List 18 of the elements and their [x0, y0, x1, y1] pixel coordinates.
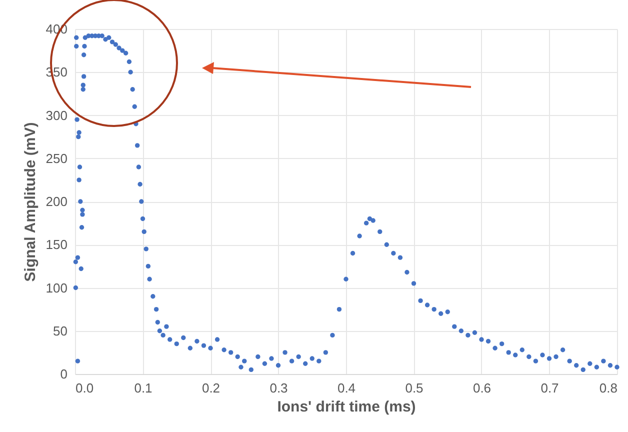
- y-tick-label: 300: [46, 108, 68, 123]
- x-axis-title: Ions' drift time (ms): [277, 398, 416, 416]
- y-tick-label: 0: [60, 366, 68, 382]
- x-tick-label: 0.7: [540, 380, 559, 396]
- y-tick-label: 100: [46, 280, 68, 296]
- y-tick-label: 50: [53, 323, 68, 338]
- x-tick-label: 0.2: [202, 380, 220, 396]
- x-tick-label: 0.4: [337, 380, 356, 396]
- x-tick-label: 0.8: [599, 380, 618, 396]
- y-tick-label: 250: [46, 150, 68, 166]
- x-tick-label: 0.6: [472, 380, 492, 396]
- x-tick-label: 0.3: [270, 380, 288, 396]
- x-tick-label: 0.0: [76, 380, 94, 396]
- y-axis-title: Signal Amplitude (mV): [22, 122, 39, 282]
- y-tick-label: 200: [46, 194, 68, 209]
- x-tick-label: 0.5: [405, 380, 424, 396]
- x-tick-label: 0.1: [134, 380, 152, 396]
- y-tick-label: 150: [46, 237, 68, 252]
